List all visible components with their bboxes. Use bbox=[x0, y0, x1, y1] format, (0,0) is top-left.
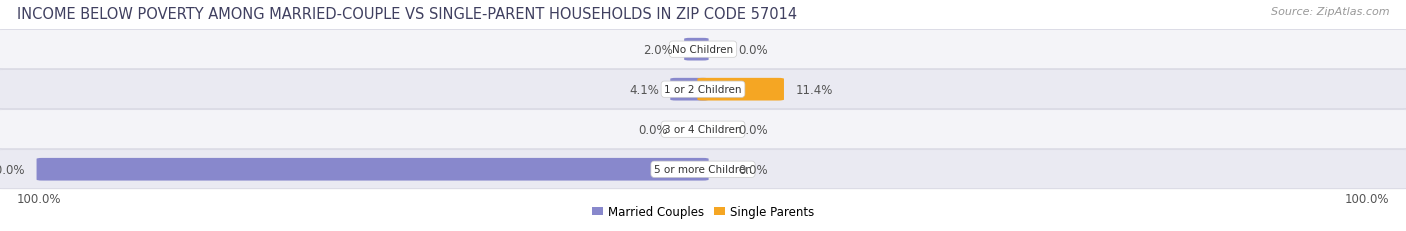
Text: Source: ZipAtlas.com: Source: ZipAtlas.com bbox=[1271, 7, 1389, 17]
Text: 0.0%: 0.0% bbox=[738, 163, 768, 176]
Text: 5 or more Children: 5 or more Children bbox=[654, 164, 752, 174]
Text: 11.4%: 11.4% bbox=[796, 83, 832, 96]
Legend: Married Couples, Single Parents: Married Couples, Single Parents bbox=[586, 201, 820, 223]
Text: INCOME BELOW POVERTY AMONG MARRIED-COUPLE VS SINGLE-PARENT HOUSEHOLDS IN ZIP COD: INCOME BELOW POVERTY AMONG MARRIED-COUPL… bbox=[17, 7, 797, 22]
Text: 100.0%: 100.0% bbox=[0, 163, 25, 176]
Text: 1 or 2 Children: 1 or 2 Children bbox=[664, 85, 742, 95]
Text: 2.0%: 2.0% bbox=[643, 43, 673, 56]
Text: 100.0%: 100.0% bbox=[1344, 192, 1389, 205]
Text: 4.1%: 4.1% bbox=[628, 83, 659, 96]
Text: 3 or 4 Children: 3 or 4 Children bbox=[664, 125, 742, 135]
Text: 0.0%: 0.0% bbox=[738, 123, 768, 136]
Text: 0.0%: 0.0% bbox=[638, 123, 668, 136]
Text: 100.0%: 100.0% bbox=[17, 192, 62, 205]
Text: No Children: No Children bbox=[672, 45, 734, 55]
Text: 0.0%: 0.0% bbox=[738, 43, 768, 56]
